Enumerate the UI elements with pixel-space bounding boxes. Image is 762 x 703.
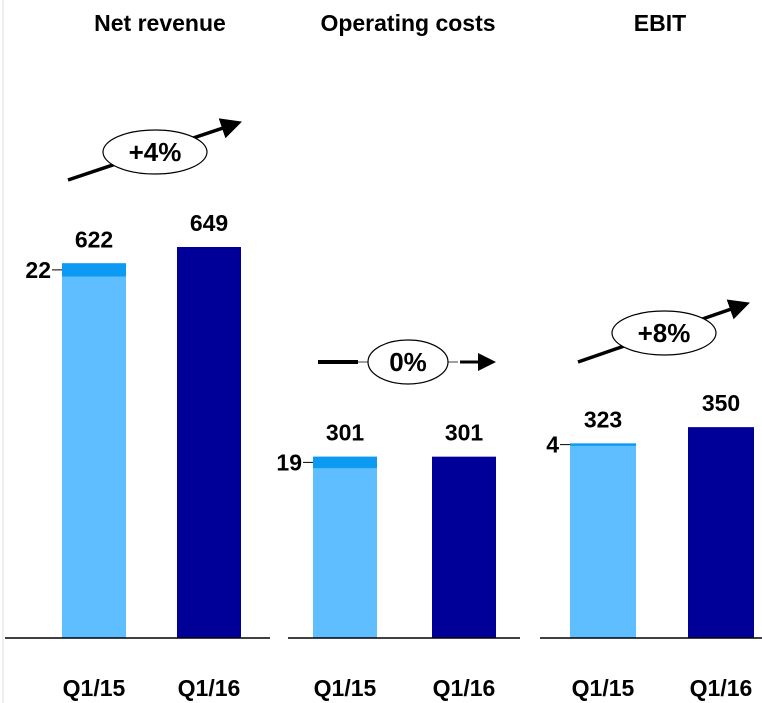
segment-label: 4	[546, 432, 559, 458]
bar	[688, 427, 754, 638]
panel-title: Operating costs	[320, 10, 495, 36]
segment-label: 22	[25, 257, 51, 283]
x-tick-label: Q1/15	[63, 675, 126, 701]
annotation: 0%	[389, 347, 427, 377]
bar	[177, 247, 241, 638]
value-label: 301	[326, 420, 365, 446]
annotation: +4%	[129, 137, 182, 167]
x-tick-label: Q1/15	[572, 675, 635, 701]
annotation-bubble	[611, 310, 717, 356]
annotation: +8%	[638, 318, 691, 348]
x-tick-label: Q1/16	[433, 675, 496, 701]
x-tick-label: Q1/16	[690, 675, 753, 701]
bar-segment	[570, 443, 636, 446]
panel-title: EBIT	[634, 10, 686, 36]
value-label: 323	[584, 406, 622, 432]
bar	[313, 456, 377, 638]
bar	[432, 456, 496, 638]
value-label: 622	[75, 226, 113, 252]
value-label: 649	[190, 210, 228, 236]
segment-label: 19	[276, 449, 302, 475]
annotation-bubble	[367, 339, 449, 385]
annotation-bubble	[102, 129, 208, 175]
bar-segment	[313, 456, 377, 469]
bar-segment	[62, 263, 126, 277]
value-label: 350	[702, 390, 740, 416]
x-tick-label: Q1/16	[178, 675, 241, 701]
value-label: 301	[445, 420, 484, 446]
bar	[570, 443, 636, 638]
bar	[62, 263, 126, 638]
panel-title: Net revenue	[94, 10, 226, 36]
x-tick-label: Q1/15	[314, 675, 377, 701]
